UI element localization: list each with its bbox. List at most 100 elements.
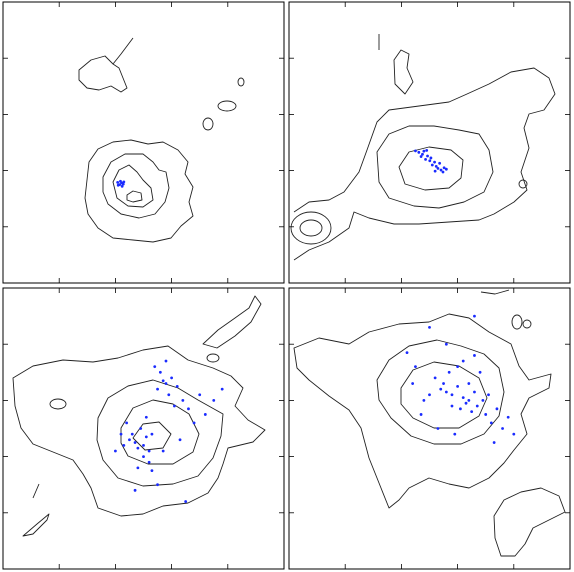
point	[424, 157, 427, 161]
contour	[518, 179, 528, 189]
point	[428, 325, 431, 329]
point	[198, 393, 202, 397]
point	[484, 413, 488, 416]
point	[181, 399, 185, 402]
point	[153, 365, 157, 369]
panel-frame	[288, 1, 571, 284]
point	[128, 438, 131, 442]
contour	[84, 139, 194, 243]
point	[187, 407, 190, 411]
point	[116, 183, 120, 187]
point	[433, 160, 436, 164]
contour	[120, 399, 200, 465]
point	[489, 421, 493, 425]
contour	[480, 289, 510, 295]
point	[122, 180, 126, 184]
panel	[2, 1, 285, 284]
point	[439, 387, 443, 391]
point	[133, 488, 137, 492]
point	[456, 384, 459, 388]
contour	[398, 146, 464, 191]
panel-frame	[288, 287, 571, 570]
point	[161, 449, 165, 453]
point	[506, 415, 510, 419]
point	[439, 168, 443, 172]
point	[156, 387, 159, 391]
point	[164, 359, 168, 363]
point	[444, 167, 448, 171]
point	[501, 427, 504, 430]
contour	[511, 314, 523, 330]
point	[414, 365, 417, 369]
point	[405, 351, 409, 355]
contour	[393, 49, 414, 95]
point	[428, 159, 432, 163]
point	[161, 379, 165, 383]
point	[470, 410, 474, 414]
point	[212, 399, 216, 402]
point	[430, 163, 434, 167]
contour	[293, 67, 556, 261]
point	[136, 466, 140, 470]
point	[450, 404, 454, 408]
point	[173, 404, 176, 408]
point	[444, 342, 448, 346]
point	[120, 184, 124, 188]
point	[144, 415, 148, 419]
point	[467, 399, 471, 402]
contour	[22, 483, 50, 537]
point	[150, 469, 154, 473]
contour	[202, 117, 214, 131]
point	[495, 407, 499, 411]
point	[473, 314, 476, 318]
point	[175, 384, 179, 388]
point	[421, 152, 424, 156]
point	[453, 432, 457, 436]
point	[467, 382, 471, 385]
point	[428, 393, 431, 397]
point	[422, 399, 426, 402]
panel	[288, 1, 571, 284]
contour	[493, 487, 566, 557]
panel-frame	[2, 287, 285, 570]
panel-frame	[2, 1, 285, 284]
contour	[132, 421, 172, 451]
point	[414, 149, 417, 153]
point	[133, 441, 137, 444]
point	[142, 443, 145, 447]
point	[178, 438, 182, 442]
point	[426, 154, 429, 158]
point	[184, 500, 188, 503]
point	[487, 393, 490, 397]
point	[481, 399, 485, 402]
contour	[237, 77, 245, 87]
point	[438, 161, 442, 165]
point	[167, 393, 171, 397]
point	[150, 432, 154, 436]
point	[473, 390, 476, 394]
point	[114, 449, 117, 453]
contour	[12, 345, 266, 517]
point	[156, 483, 159, 487]
point	[456, 365, 459, 369]
point	[121, 182, 125, 186]
point	[158, 370, 162, 374]
point	[203, 413, 207, 416]
contour	[102, 153, 170, 219]
contour	[217, 100, 237, 112]
contour	[206, 353, 220, 363]
point	[411, 382, 415, 385]
point	[447, 370, 451, 374]
point	[170, 376, 174, 380]
point	[125, 421, 129, 425]
contour	[78, 37, 134, 93]
point	[192, 421, 196, 425]
contour	[400, 361, 488, 429]
contour	[293, 313, 552, 509]
contour	[522, 319, 532, 329]
point	[441, 170, 445, 174]
point	[459, 407, 462, 411]
contour	[112, 164, 154, 208]
